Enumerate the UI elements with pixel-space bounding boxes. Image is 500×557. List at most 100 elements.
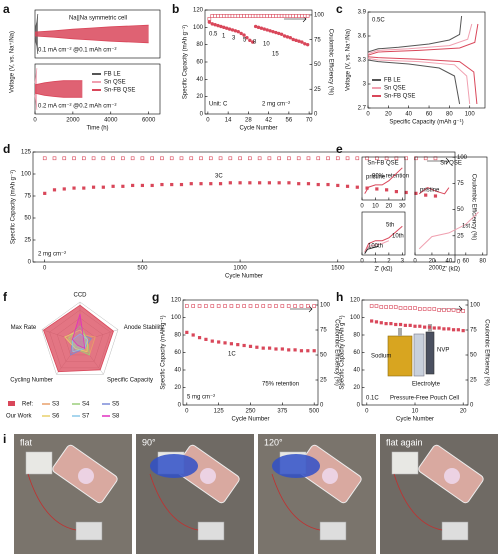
x-tick-label: 0 <box>185 409 189 415</box>
point <box>204 304 208 308</box>
pouch-cell-illustration <box>387 324 435 377</box>
point <box>291 37 295 42</box>
x-tick-label: 0 <box>413 259 417 265</box>
annotation: 15 <box>272 52 279 58</box>
x-tick-label: 100 <box>465 112 476 118</box>
point <box>209 182 213 186</box>
point <box>229 304 234 308</box>
point <box>274 30 278 35</box>
point <box>316 182 320 187</box>
y-tick-label: 0 <box>28 260 32 266</box>
x-tick-label: 80 <box>479 259 486 265</box>
y-tick-label: 125 <box>21 150 32 156</box>
legend-label: S5 <box>112 402 120 408</box>
point <box>253 14 258 18</box>
point <box>230 28 235 32</box>
point <box>456 328 460 332</box>
point <box>276 14 281 18</box>
nvp-layer <box>425 331 435 375</box>
y-tick-label: 20 <box>196 94 203 100</box>
x-tick-label: 56 <box>286 118 293 124</box>
y-tick-label: 0 <box>200 112 204 118</box>
battery-pouch <box>391 451 419 475</box>
panel-label: e <box>336 142 343 156</box>
point <box>160 156 164 161</box>
point <box>427 325 432 329</box>
panel-label: d <box>3 142 10 156</box>
x-tick-label: 20 <box>386 204 393 210</box>
curve <box>364 245 379 254</box>
x-tick-label: 0 <box>360 204 364 210</box>
point <box>121 184 125 188</box>
point <box>274 14 278 18</box>
curve <box>367 56 478 105</box>
curve <box>367 23 479 56</box>
point <box>224 26 229 30</box>
radar-area <box>71 313 86 350</box>
x-axis-label: Cycle Number <box>225 274 263 280</box>
point <box>213 23 217 27</box>
x-tick-label: 375 <box>277 409 288 415</box>
point <box>179 182 184 187</box>
y2-tick-label: 100 <box>314 13 325 19</box>
point <box>279 32 284 36</box>
y-tick-label: 120 <box>350 298 361 304</box>
point <box>294 38 298 43</box>
x-tick-label: 42 <box>265 118 272 124</box>
y-tick-label: 60 <box>174 350 181 356</box>
point <box>219 14 223 18</box>
y-tick-label: 20 <box>353 385 360 391</box>
point <box>297 14 301 18</box>
point <box>316 156 321 161</box>
legend-swatch <box>8 401 15 406</box>
annotation: 8 <box>253 40 257 46</box>
point <box>262 14 267 18</box>
y-tick-label: 75 <box>24 194 31 200</box>
point <box>285 35 290 39</box>
point <box>394 190 398 194</box>
legend-label: Sn QSE <box>104 80 126 86</box>
point <box>345 156 350 161</box>
annotation: Sodium <box>371 354 391 360</box>
x-tick-label: 500 <box>137 266 148 272</box>
point <box>379 321 383 325</box>
point <box>217 340 221 344</box>
point <box>306 304 310 308</box>
plot-frame <box>32 151 456 263</box>
point <box>261 346 265 350</box>
point <box>228 156 233 161</box>
gloved-hand <box>272 454 320 478</box>
point <box>179 156 184 161</box>
point <box>442 308 446 312</box>
point <box>418 307 422 311</box>
point <box>299 349 304 353</box>
point <box>257 156 262 161</box>
panel-label: g <box>152 290 159 304</box>
point <box>288 36 293 40</box>
photo-caption: flat again <box>386 437 423 447</box>
point <box>302 14 307 18</box>
point <box>218 182 223 186</box>
point <box>268 346 272 350</box>
point <box>258 181 262 185</box>
meter <box>197 521 225 541</box>
annotation: 90% retention <box>372 174 409 180</box>
point <box>111 156 115 161</box>
point <box>375 187 379 191</box>
y-tick-label: 3.9 <box>358 10 367 16</box>
point <box>210 304 215 308</box>
point <box>385 188 389 192</box>
point <box>189 156 194 161</box>
point <box>422 307 427 311</box>
point <box>248 304 253 308</box>
point <box>403 323 407 327</box>
point <box>433 194 438 198</box>
x-tick-label: 20 <box>385 112 392 118</box>
point <box>169 156 174 161</box>
x-tick-label: 125 <box>214 409 225 415</box>
y-tick-label: 0 <box>357 403 361 409</box>
point <box>274 347 278 351</box>
point <box>293 348 297 352</box>
point <box>408 323 412 327</box>
